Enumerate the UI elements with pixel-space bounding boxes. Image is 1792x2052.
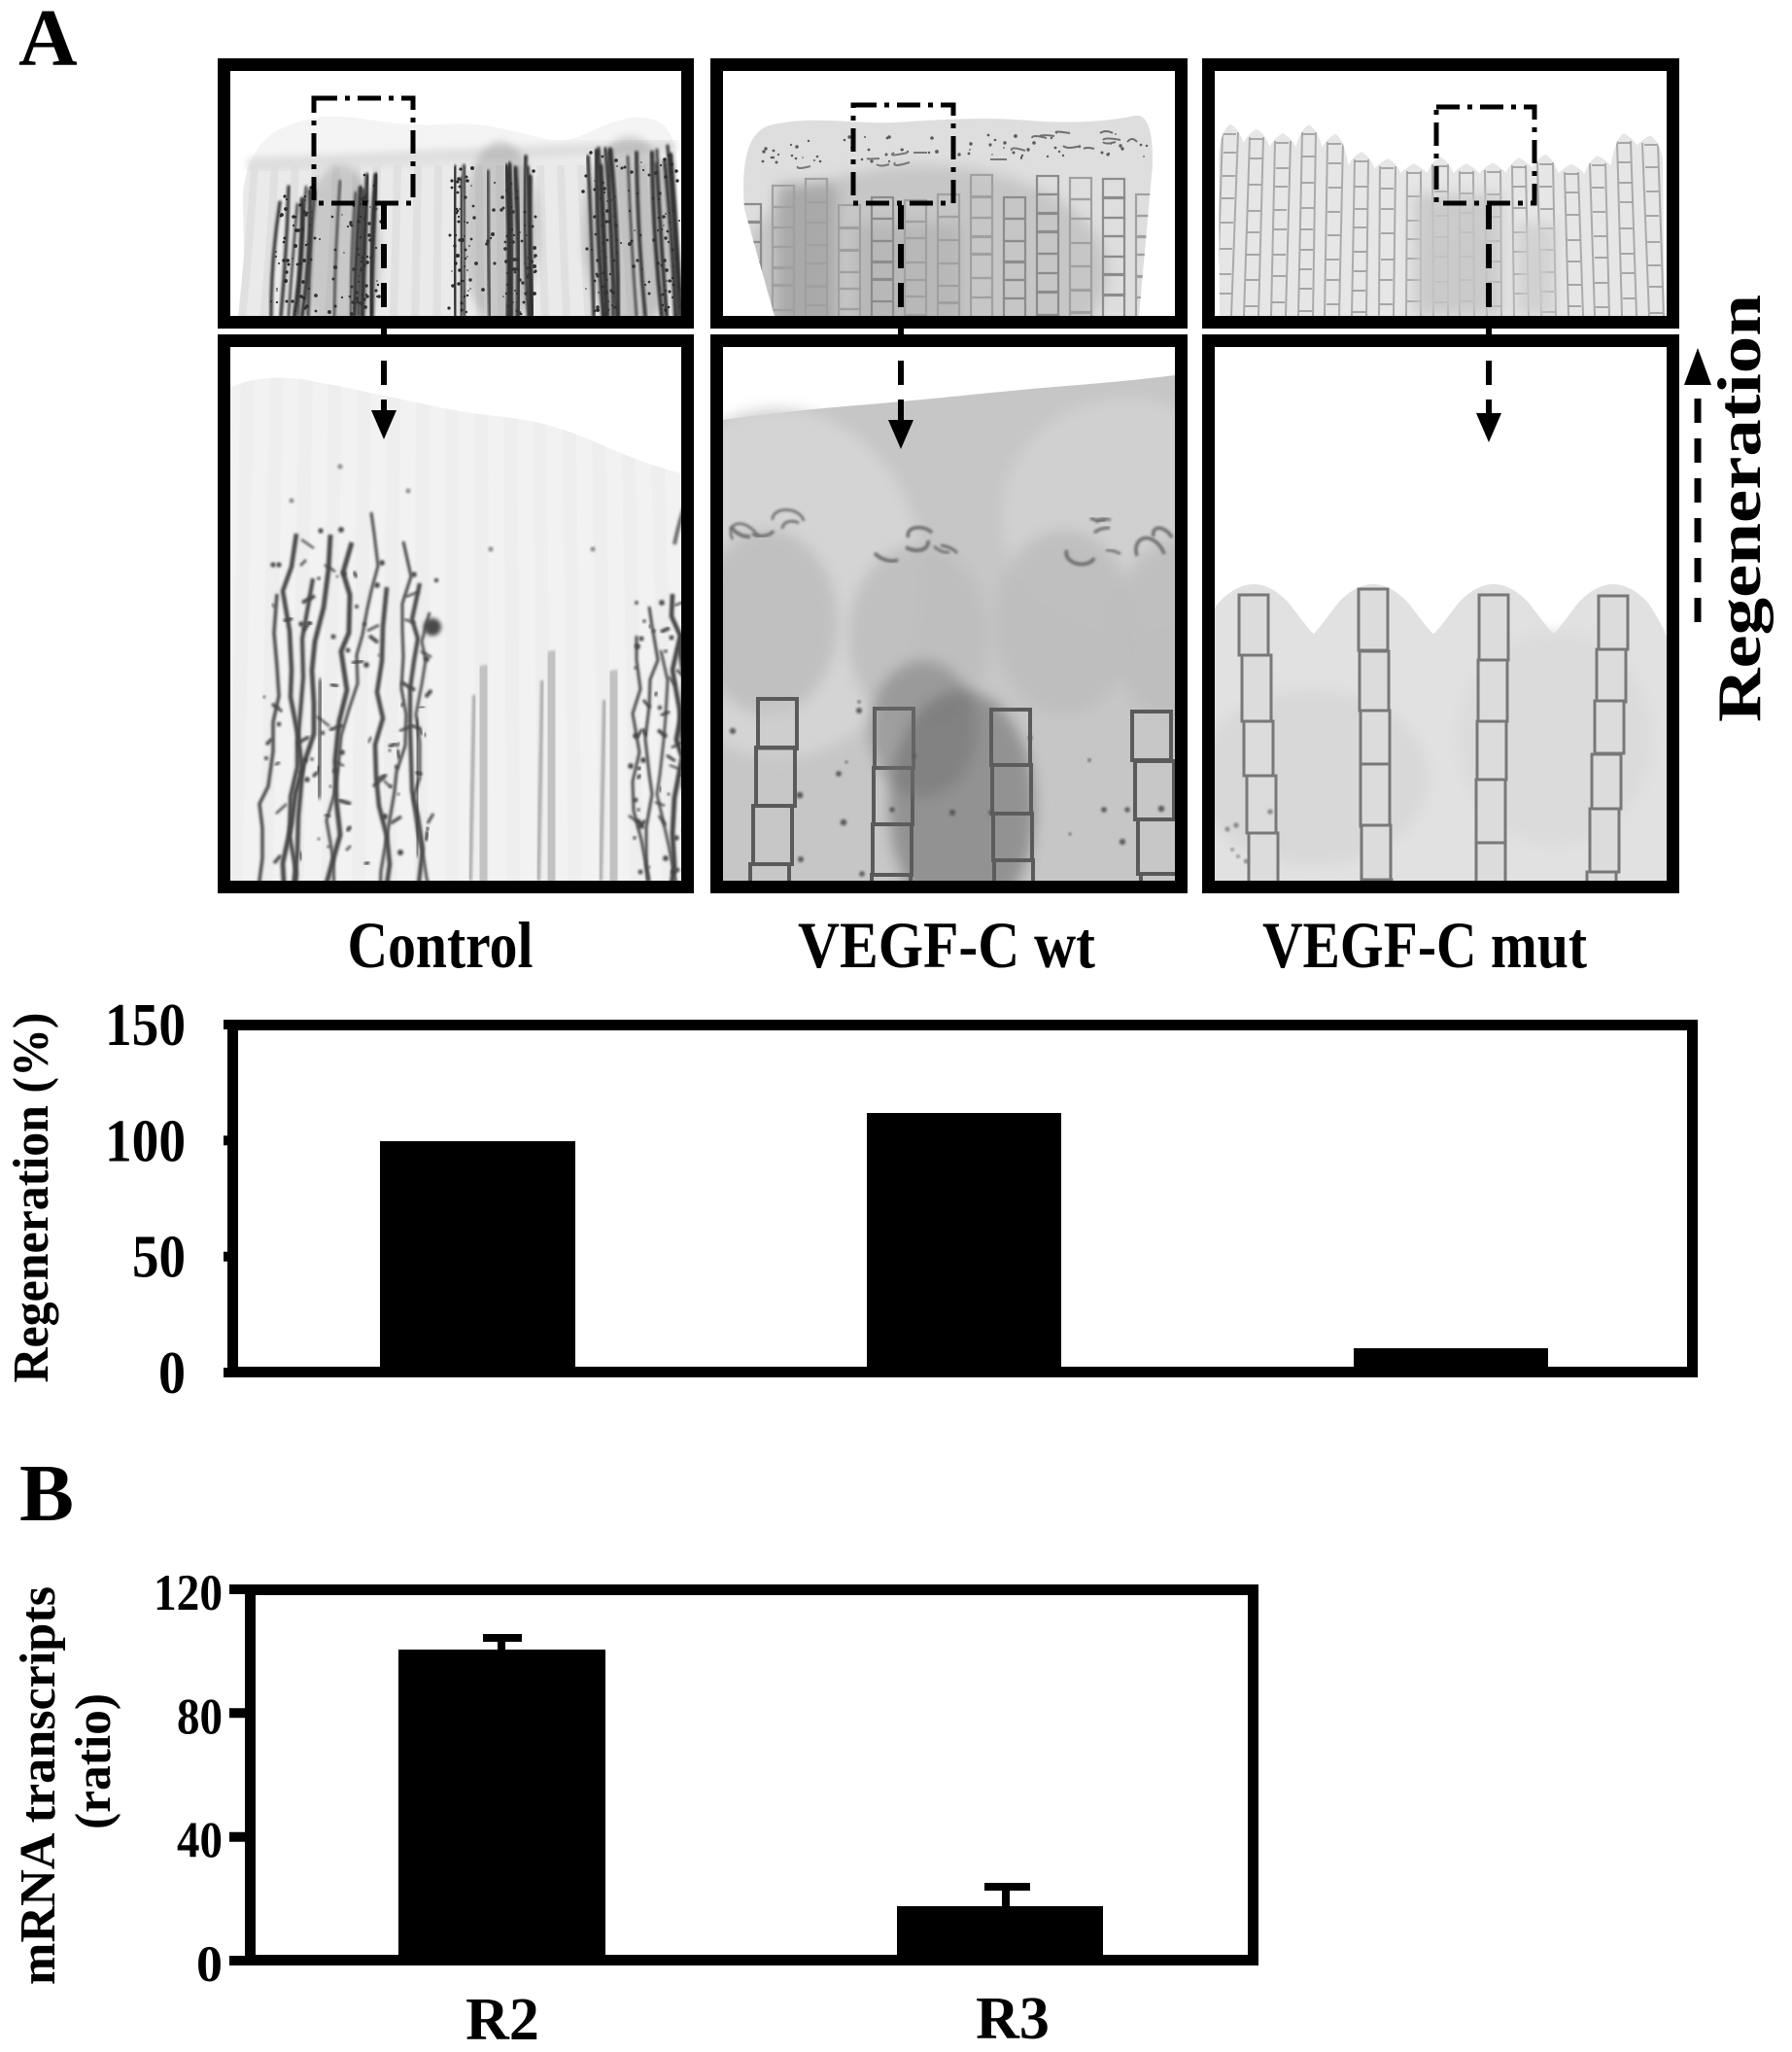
svg-text:0: 0 xyxy=(158,1340,186,1407)
svg-text:VEGF-C wt: VEGF-C wt xyxy=(798,908,1095,982)
svg-text:50: 50 xyxy=(132,1225,186,1291)
svg-text:R2: R2 xyxy=(465,1987,539,2047)
svg-text:120: 120 xyxy=(154,1565,223,1621)
svg-text:40: 40 xyxy=(177,1813,223,1869)
svg-text:VEGF-C mut: VEGF-C mut xyxy=(1262,908,1587,982)
svg-text:R3: R3 xyxy=(976,1986,1050,2047)
svg-text:Regeneration (%): Regeneration (%) xyxy=(4,1013,59,1383)
svg-text:mRNA transcripts: mRNA transcripts xyxy=(11,1586,66,1985)
svg-text:A: A xyxy=(18,0,78,84)
svg-text:B: B xyxy=(19,1448,74,1539)
svg-text:150: 150 xyxy=(105,992,186,1059)
svg-text:0: 0 xyxy=(196,1936,223,1993)
svg-text:(ratio): (ratio) xyxy=(66,1693,121,1829)
svg-text:Regeneration: Regeneration xyxy=(1705,295,1774,722)
svg-text:Control: Control xyxy=(348,908,534,982)
svg-text:80: 80 xyxy=(177,1688,223,1745)
svg-text:100: 100 xyxy=(105,1108,186,1174)
